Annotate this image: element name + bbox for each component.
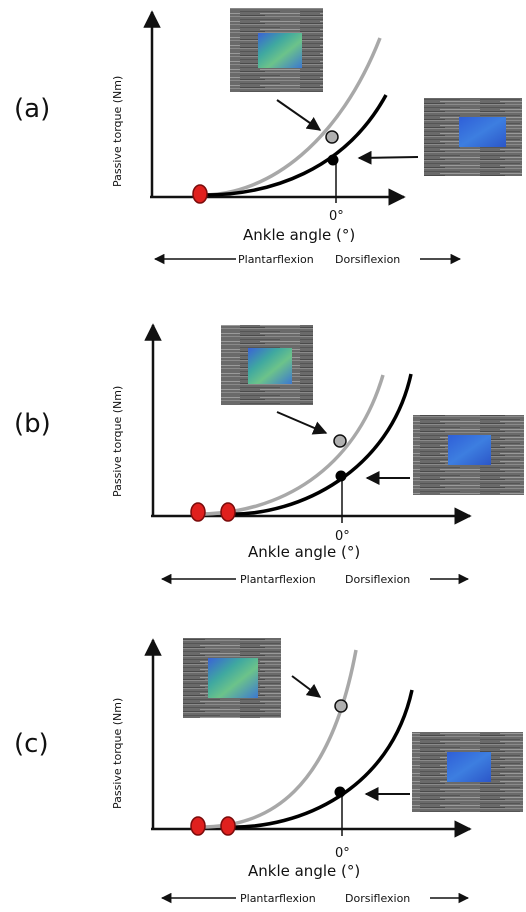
ultrasound-image-stiff [230, 8, 323, 92]
grey-point [333, 434, 347, 448]
black-curve [199, 94, 388, 197]
dorsiflexion-label: Dorsiflexion [345, 573, 410, 586]
black-point [334, 786, 346, 798]
x-axis-label: Ankle angle (°) [248, 543, 360, 561]
ultrasound-image-normal [413, 415, 524, 495]
ultrasound-image-normal [412, 732, 523, 812]
pointer-arrow [291, 675, 322, 698]
slack-angle-marker [192, 184, 208, 204]
panel-label: (a) [14, 94, 50, 124]
x-axis-label: Ankle angle (°) [248, 862, 360, 880]
ultrasound-image-stiff [221, 325, 313, 405]
panel-b: (b) Passive torque (Nm) 0° Ankle angle (… [14, 323, 524, 586]
grey-point [325, 130, 339, 144]
y-axis-label: Passive torque (Nm) [111, 386, 124, 497]
zero-tick-label: 0° [329, 209, 344, 224]
panel-c: (c) Passive torque (Nm) 0° Ankle angle (… [14, 638, 523, 905]
y-axis-label: Passive torque (Nm) [111, 698, 124, 809]
plantarflexion-label: Plantarflexion [238, 253, 314, 266]
pointer-arrow [276, 411, 328, 435]
dorsiflexion-label: Dorsiflexion [335, 253, 400, 266]
zero-tick-label: 0° [335, 846, 350, 861]
plantarflexion-label: Plantarflexion [240, 573, 316, 586]
zero-tick-label: 0° [335, 529, 350, 544]
panel-label: (c) [14, 729, 49, 759]
slack-angle-marker [190, 502, 206, 522]
dorsiflexion-label: Dorsiflexion [345, 892, 410, 905]
x-axis-label: Ankle angle (°) [243, 226, 355, 244]
pointer-arrow [357, 150, 419, 165]
pointer-arrow [276, 99, 322, 131]
slack-angle-marker [190, 816, 206, 836]
grey-point [334, 699, 348, 713]
panel-label: (b) [14, 409, 51, 439]
slack-angle-marker [220, 816, 236, 836]
black-point [327, 154, 339, 166]
ultrasound-image-normal [424, 98, 522, 176]
plantarflexion-label: Plantarflexion [240, 892, 316, 905]
slack-angle-marker [220, 502, 236, 522]
black-point [335, 470, 347, 482]
y-axis-label: Passive torque (Nm) [111, 76, 124, 187]
panel-a: (a) Passive torque (Nm) 0° Ankle angle (… [14, 8, 522, 266]
ultrasound-image-stiff [183, 638, 281, 718]
